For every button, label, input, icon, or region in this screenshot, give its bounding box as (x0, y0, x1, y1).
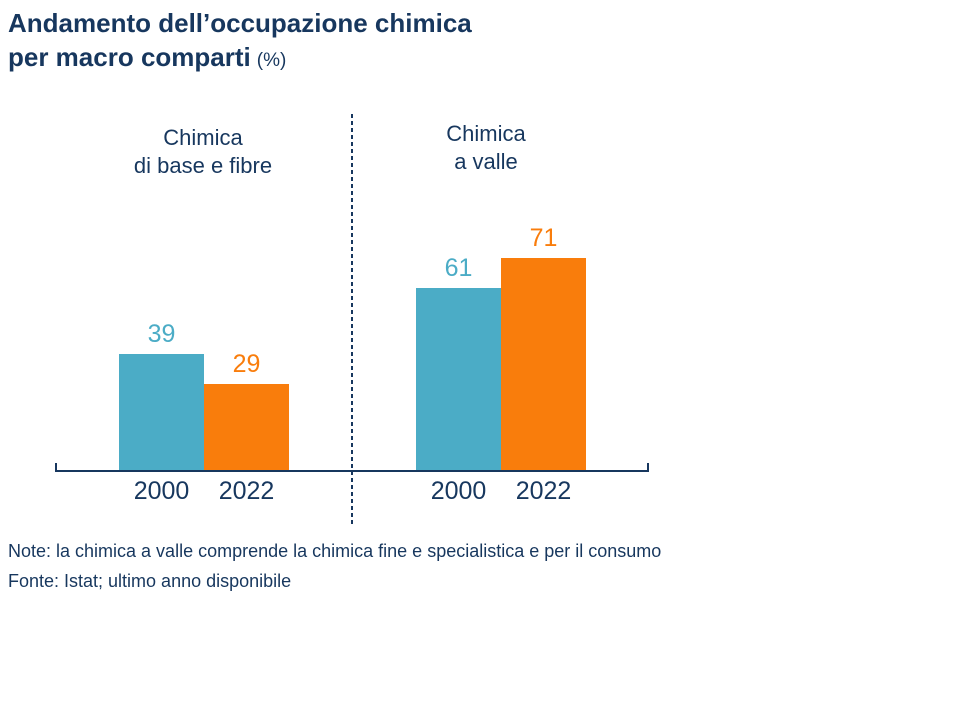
bar-value-label: 39 (147, 320, 176, 348)
bar-2000 (119, 354, 204, 471)
group-label-line-1: Chimica (446, 121, 526, 146)
bar-2022 (204, 384, 289, 471)
x-tick-label-2000: 2000 (430, 477, 487, 505)
x-axis-line (55, 470, 649, 472)
group-label-line-2: a valle (454, 149, 518, 174)
x-tick-label-2022: 2022 (218, 477, 275, 505)
bar-value-label: 61 (444, 254, 473, 282)
bar-value-label: 29 (232, 350, 261, 378)
group-divider-dashed-line (351, 114, 353, 527)
bar-2022 (501, 258, 586, 471)
bar-2000 (416, 288, 501, 471)
x-axis-end-tick-left (55, 463, 57, 471)
group-label-line-2: di base e fibre (133, 153, 273, 178)
note-text: Note: la chimica a valle comprende la ch… (8, 541, 662, 561)
source-text: Fonte: Istat; ultimo anno disponibile (8, 571, 292, 591)
group-label-chimica-di-base: Chimica di base e fibre (93, 124, 313, 180)
bar-value-label: 71 (529, 224, 558, 252)
group-label-line-1: Chimica (163, 125, 243, 150)
x-tick-label-2000: 2000 (133, 477, 190, 505)
chart-title-line-2-text: per macro comparti (8, 42, 251, 72)
chart-title-line-2: per macro comparti (%) (8, 40, 472, 78)
chart-title-unit: (%) (256, 50, 287, 71)
x-tick-label-2022: 2022 (515, 477, 572, 505)
x-axis-end-tick-right (647, 463, 649, 471)
chart-title: Andamento dell’occupazione chimica per m… (8, 6, 472, 78)
group-label-chimica-a-valle: Chimica a valle (376, 120, 596, 176)
chart-title-line-1: Andamento dell’occupazione chimica (8, 8, 472, 38)
